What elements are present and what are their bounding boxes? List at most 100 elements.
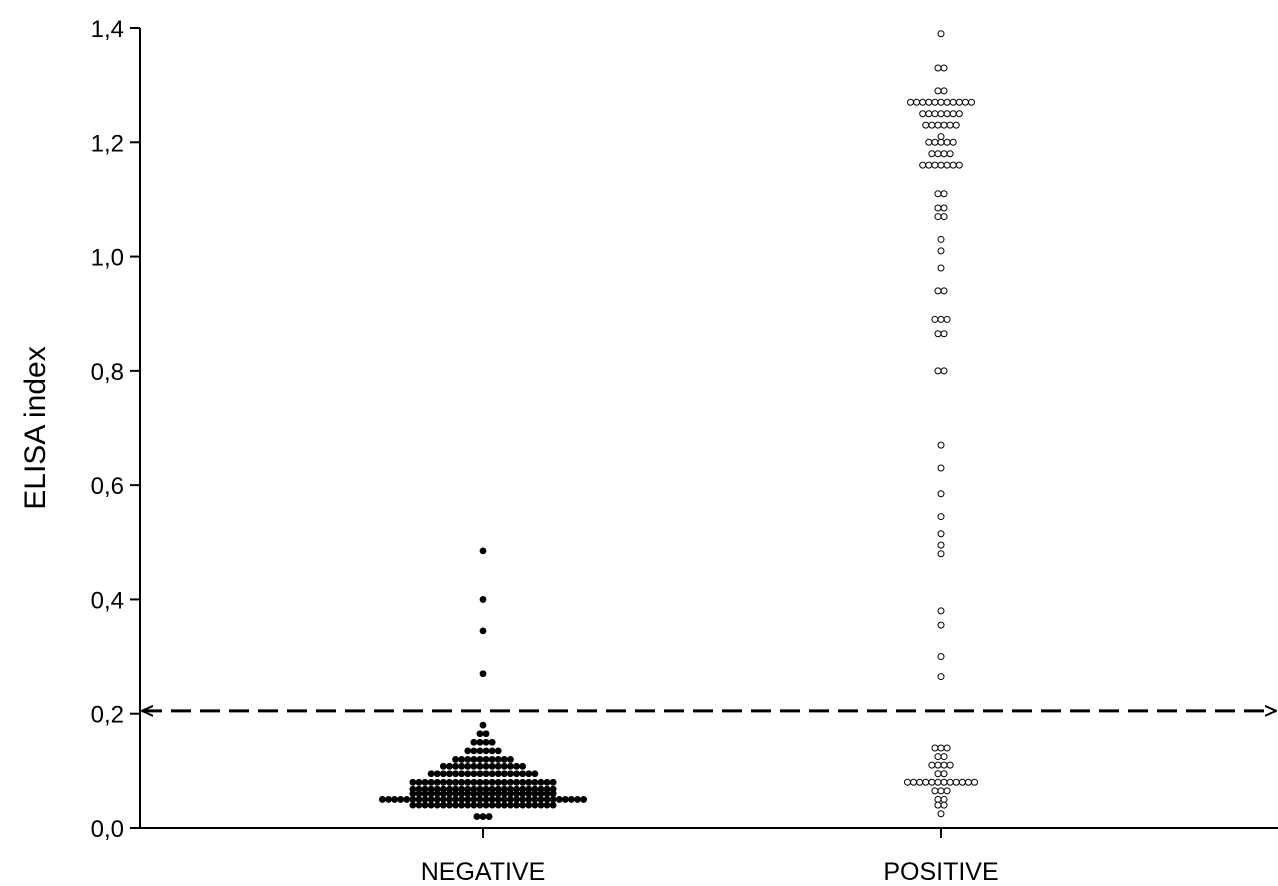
y-tick-label: 1,0 [91,245,124,272]
data-point [934,87,942,95]
data-point [925,98,933,106]
data-point [458,801,466,809]
data-point [494,778,502,786]
data-point [473,813,481,820]
data-point [482,796,490,803]
data-point [937,653,945,661]
data-point [937,530,945,538]
y-tick-label: 1,2 [91,130,124,157]
data-point [464,790,472,798]
data-point [494,747,502,755]
data-point [549,796,557,803]
data-point [937,490,945,498]
data-point [555,796,563,803]
data-point [919,161,927,169]
x-tick-label-positive: POSITIVE [883,858,998,886]
data-point [928,778,936,786]
data-point [476,770,484,778]
data-point [452,778,459,786]
data-point [488,796,496,803]
data-point [964,778,972,786]
axes [130,27,1278,838]
data-point [549,778,557,786]
data-point [574,796,581,803]
data-point [452,790,459,798]
data-point [507,778,514,786]
data-point [479,547,487,555]
data-point [476,730,484,738]
data-point [507,790,514,798]
data-point [507,796,514,803]
data-point [500,790,508,798]
data-point [549,801,557,809]
data-point [934,330,942,338]
data-point [494,762,502,770]
data-point [470,801,478,809]
data-point [482,778,490,786]
data-point [446,762,453,770]
data-point [458,770,466,778]
data-point [488,747,496,755]
data-point [943,98,951,106]
data-point [940,778,948,786]
data-point [470,747,478,755]
data-point [946,778,954,786]
data-point [937,98,945,106]
data-point [940,121,948,129]
data-point [482,738,490,746]
data-point [934,204,942,212]
data-point [409,790,417,798]
data-point [940,87,948,95]
data-point [470,770,478,778]
data-point [931,98,939,106]
data-point [485,813,493,820]
data-point [488,738,496,746]
data-point [937,264,945,272]
data-point [470,778,478,786]
data-point [949,161,957,169]
data-point [446,801,453,809]
data-point [452,801,459,809]
data-point [937,133,945,141]
data-point [543,790,551,798]
data-point [943,138,951,146]
data-point [470,762,478,770]
data-point [525,801,533,809]
data-point [940,64,948,72]
data-point [531,778,539,786]
data-point [421,790,429,798]
data-point [928,121,936,129]
data-point [934,778,942,786]
data-point [427,790,435,798]
data-point [946,761,954,769]
data-point [427,770,435,778]
data-point [968,98,975,106]
data-point [479,670,487,678]
data-point [439,796,447,803]
data-point [937,513,945,521]
data-point [513,796,520,803]
series-negative [378,547,588,820]
data-point [971,778,979,786]
data-point [433,796,441,803]
data-point [525,796,533,803]
data-point [519,762,527,770]
data-point [931,315,939,323]
y-tick-label: 0,6 [91,473,124,500]
data-point [543,801,551,809]
data-point [949,98,957,106]
data-point [925,110,933,118]
data-point [479,721,487,729]
data-point [549,790,557,798]
data-point [537,790,545,798]
data-point [500,762,508,770]
data-point [940,753,948,761]
data-point [937,673,945,681]
data-point [922,778,930,786]
data-point [433,790,441,798]
data-point [421,796,429,803]
data-point [488,790,496,798]
data-point [513,778,520,786]
data-point [494,770,502,778]
